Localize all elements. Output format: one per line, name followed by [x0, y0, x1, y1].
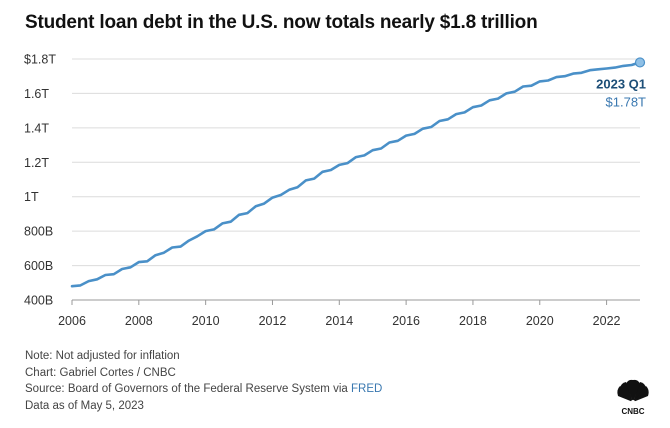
y-tick-label: $1.8T [24, 53, 56, 67]
y-tick-label: 1.6T [24, 87, 49, 101]
source-line: Source: Board of Governors of the Federa… [25, 381, 382, 398]
x-tick-label: 2008 [125, 314, 153, 328]
annotation-value: $1.78T [606, 94, 647, 109]
x-tick-label: 2022 [593, 314, 621, 328]
y-tick-label: 1T [24, 190, 39, 204]
note-inflation: Note: Not adjusted for inflation [25, 350, 180, 362]
last-point-marker [634, 57, 646, 68]
x-tick-label: 2014 [325, 314, 353, 328]
x-tick-label: 2012 [259, 314, 287, 328]
cnbc-logo: CNBC [617, 379, 649, 416]
gridlines [72, 58, 640, 301]
chart-title: Student loan debt in the U.S. now totals… [25, 12, 538, 33]
source-text: Source: Board of Governors of the Federa… [25, 383, 351, 395]
chart-credit: Chart: Gabriel Cortes / CNBC [25, 366, 176, 379]
peacock-icon [617, 379, 649, 404]
x-axis-ticks: 2006 2008 2010 2012 2014 2016 2018 2020 2022 [58, 300, 621, 328]
y-tick-label: 1.2T [24, 156, 49, 170]
data-date: Data as of May 5, 2023 [25, 399, 144, 412]
x-tick-label: 2016 [392, 314, 420, 328]
line-chart: 400B 600B 800B 1T 1.2T 1.4T 1.6T $1.8T 2006 2008… [24, 53, 646, 329]
series-line [70, 61, 642, 288]
chart-notes: Note: Not adjusted for inflation Chart: … [25, 348, 382, 414]
annotation-label: 2023 Q1 [596, 76, 646, 91]
x-tick-label: 2020 [526, 314, 554, 328]
fred-link[interactable]: FRED [350, 383, 383, 395]
y-tick-label: 400B [24, 294, 53, 308]
y-tick-label: 1.4T [24, 121, 49, 135]
y-tick-label: 600B [24, 259, 53, 273]
x-tick-label: 2010 [192, 314, 220, 328]
x-tick-label: 2006 [58, 314, 86, 328]
y-tick-label: 800B [24, 225, 53, 239]
series-layer [70, 57, 646, 288]
end-annotation: 2023 Q1 $1.78T [596, 76, 646, 109]
y-axis-ticks: 400B 600B 800B 1T 1.2T 1.4T 1.6T $1.8T [24, 53, 56, 308]
logo-text: CNBC [621, 407, 644, 416]
x-tick-label: 2018 [459, 314, 487, 328]
